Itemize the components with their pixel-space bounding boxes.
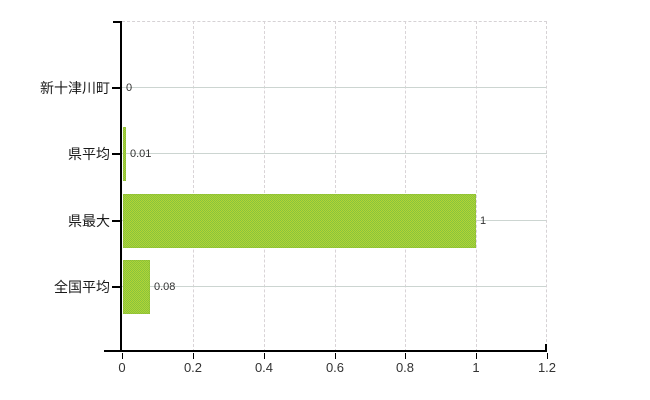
category-tick-mark: [112, 286, 121, 288]
category-tick-mark: [112, 87, 121, 89]
x-tick-label: 0.6: [325, 360, 345, 375]
horizontal-gridline: [122, 87, 547, 88]
y-axis-end-tick: [113, 21, 121, 23]
vertical-gridline: [335, 21, 336, 352]
category-tick-mark: [112, 220, 121, 222]
bar[interactable]: [123, 194, 476, 248]
vertical-gridline: [264, 21, 265, 352]
y-axis-line: [120, 21, 122, 352]
value-label: 1: [480, 215, 487, 227]
category-label: 県最大: [68, 213, 110, 229]
bar[interactable]: [123, 127, 126, 181]
vertical-gridline: [476, 21, 477, 352]
vertical-gridline: [193, 21, 194, 352]
x-tick-label: 0: [118, 360, 126, 375]
plot-border: [122, 21, 547, 352]
x-tick-label: 1: [472, 360, 480, 375]
x-tick-mark: [547, 353, 548, 359]
bar[interactable]: [123, 260, 150, 314]
value-label: 0.01: [130, 148, 152, 160]
category-label: 全国平均: [54, 279, 110, 295]
x-axis-line: [104, 350, 547, 352]
x-tick-mark: [264, 353, 265, 359]
vertical-gridline: [405, 21, 406, 352]
horizontal-gridline: [122, 286, 547, 287]
x-tick-mark: [476, 353, 477, 359]
x-tick-mark: [122, 353, 123, 359]
value-label: 0.08: [154, 281, 176, 293]
x-tick-mark: [193, 353, 194, 359]
x-axis-end-tick: [545, 344, 547, 351]
category-label: 新十津川町: [40, 80, 110, 96]
x-tick-mark: [405, 353, 406, 359]
category-tick-mark: [112, 153, 121, 155]
horizontal-gridline: [122, 153, 547, 154]
x-tick-label: 0.2: [183, 360, 203, 375]
x-tick-mark: [335, 353, 336, 359]
x-tick-label: 0.8: [395, 360, 415, 375]
x-tick-label: 0.4: [254, 360, 274, 375]
value-label: 0: [126, 82, 133, 94]
x-tick-label: 1.2: [537, 360, 557, 375]
category-label: 県平均: [68, 146, 110, 162]
